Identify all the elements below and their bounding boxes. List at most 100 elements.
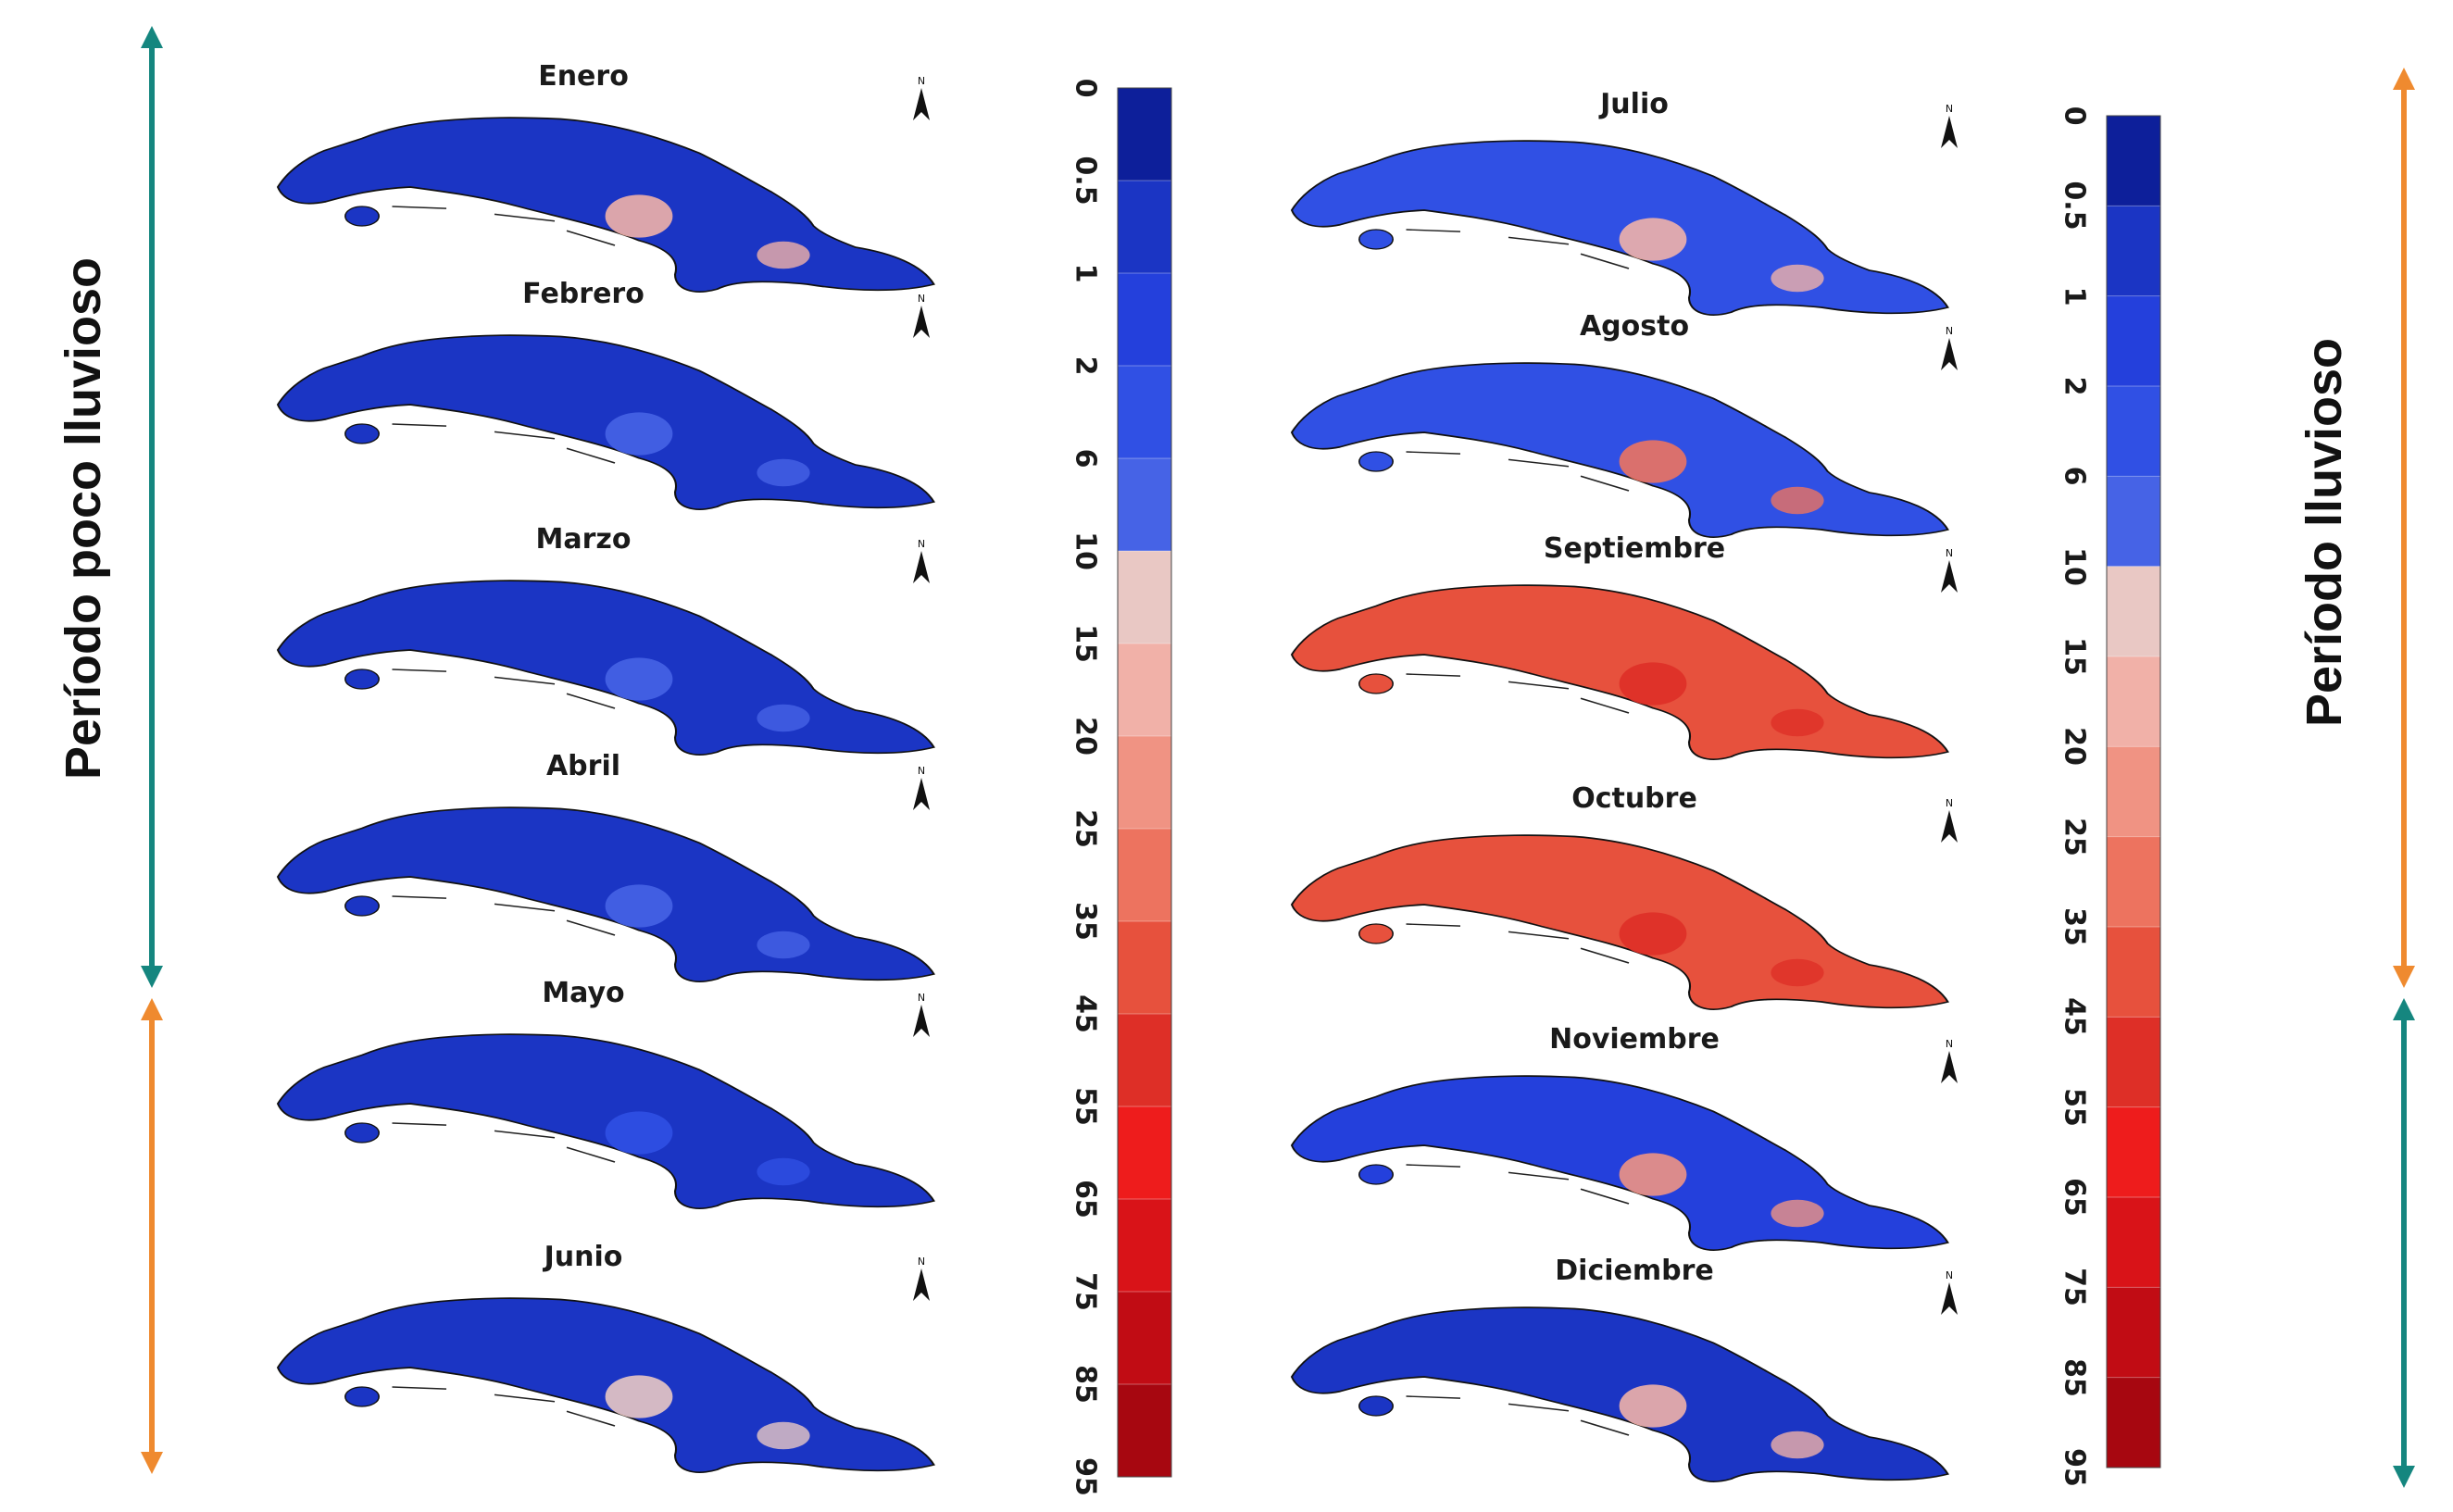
colorbar-segment: [2107, 1017, 2160, 1108]
north-arrow-label: N: [918, 538, 925, 550]
colorbar-tick-label: 65: [1069, 1180, 1102, 1218]
island-noviembre: [1358, 1164, 1394, 1185]
island-octubre: [1358, 923, 1394, 944]
colorbar-segment: [2107, 746, 2160, 838]
colorbar-tick-label: 2: [1069, 356, 1102, 376]
colorbar-segment: [1118, 1014, 1171, 1107]
colorbar-segment: [1118, 921, 1171, 1015]
colorbar-tick-label: 1: [1069, 263, 1102, 283]
north-arrow-shape: [913, 551, 930, 583]
map-mayo: [276, 1033, 935, 1210]
map-fill-octubre: [1290, 834, 1949, 1011]
colorbar-segment: [2107, 295, 2160, 387]
north-arrow-shape: [913, 306, 930, 338]
accent-region-east-enero: [757, 241, 810, 269]
north-arrow-icon: N: [913, 992, 930, 1037]
island-febrero: [344, 423, 380, 444]
keys-mayo: [392, 1122, 616, 1163]
colorbar-segment: [2107, 566, 2160, 657]
map-fill-mayo: [276, 1033, 935, 1210]
colorbar-segment: [2107, 116, 2160, 206]
colorbar-segment: [1118, 736, 1171, 830]
colorbar-segment: [2107, 476, 2160, 568]
colorbar-segment: [1118, 181, 1171, 274]
colorbar-tick-label: 10: [1069, 531, 1102, 570]
colorbar-segment: [2107, 927, 2160, 1018]
colorbar-tick-label: 35: [1069, 902, 1102, 941]
map-fill-septiembre: [1290, 584, 1949, 761]
month-label-mayo: Mayo: [542, 977, 625, 1009]
month-label-junio: Junio: [544, 1241, 623, 1273]
north-arrow-icon: N: [913, 765, 930, 810]
legend-colorbar-right: [2106, 115, 2161, 1468]
north-arrow-label: N: [1946, 103, 1953, 115]
map-fill-agosto: [1290, 362, 1949, 539]
map-fill-enero: [276, 117, 935, 294]
colorbar-tick-label: 75: [2058, 1268, 2091, 1307]
colorbar-segment: [1118, 88, 1171, 181]
map-fill-marzo: [276, 580, 935, 756]
map-fill-noviembre: [1290, 1075, 1949, 1252]
month-label-agosto: Agosto: [1579, 310, 1690, 343]
map-julio: [1290, 140, 1949, 317]
colorbar-tick-label: 0: [1069, 78, 1102, 98]
island-enero: [344, 206, 380, 227]
colorbar-tick-label: 45: [2058, 997, 2091, 1037]
keys-agosto: [1406, 451, 1630, 492]
north-arrow-label: N: [1946, 325, 1953, 337]
island-diciembre: [1358, 1395, 1394, 1417]
colorbar-tick-label: 25: [2058, 817, 2091, 856]
map-fill-abril: [276, 806, 935, 983]
north-arrow-label: N: [1946, 547, 1953, 559]
accent-region-mayo: [605, 1111, 673, 1155]
month-label-enero: Enero: [538, 60, 629, 93]
colorbar-tick-label: 55: [2058, 1087, 2091, 1127]
dry-period-label: Período poco lluvioso: [56, 256, 111, 781]
map-noviembre: [1290, 1075, 1949, 1252]
colorbar-tick-label: 20: [1069, 717, 1102, 756]
north-arrow-icon: N: [913, 75, 930, 120]
colorbar-tick-label: 0.5: [2058, 181, 2091, 231]
keys-noviembre: [1406, 1164, 1630, 1205]
colorbar-tick-label: 1: [2058, 286, 2091, 306]
map-agosto: [1290, 362, 1949, 539]
accent-region-east-junio: [757, 1421, 810, 1450]
north-arrow-icon: N: [913, 538, 930, 583]
map-diciembre: [1290, 1306, 1949, 1483]
colorbar-tick-label: 55: [1069, 1087, 1102, 1126]
colorbar-tick-label: 95: [2058, 1448, 2091, 1487]
wet-period-label: Período lluvioso: [2297, 337, 2352, 728]
colorbar-frame: [1117, 87, 1172, 1478]
maps-left-column: [276, 117, 935, 1474]
colorbar-tick-label: 25: [1069, 809, 1102, 848]
colorbar-tick-label: 45: [1069, 994, 1102, 1033]
north-arrow-label: N: [918, 1256, 925, 1268]
island-julio: [1358, 229, 1394, 250]
keys-abril: [392, 895, 616, 936]
accent-region-julio: [1619, 218, 1687, 261]
keys-marzo: [392, 669, 616, 709]
accent-region-febrero: [605, 412, 673, 456]
colorbar-tick-label: 15: [1069, 624, 1102, 663]
month-label-septiembre: Septiembre: [1543, 532, 1726, 565]
north-arrow-shape: [913, 778, 930, 810]
keys-diciembre: [1406, 1395, 1630, 1436]
accent-region-octubre: [1619, 912, 1687, 956]
north-arrow-icon: N: [913, 1256, 930, 1301]
map-fill-julio: [1290, 140, 1949, 317]
north-arrow-icon: N: [1941, 103, 1958, 148]
colorbar-tick-label: 2: [2058, 376, 2091, 396]
legend-colorbar-left: [1117, 87, 1172, 1478]
colorbar-tick-label: 75: [1069, 1272, 1102, 1311]
colorbar-tick-label: 10: [2058, 546, 2091, 586]
month-label-diciembre: Diciembre: [1555, 1255, 1714, 1287]
colorbar-segment: [1118, 366, 1171, 459]
accent-region-diciembre: [1619, 1384, 1687, 1428]
colorbar-segment: [2107, 1377, 2160, 1468]
map-octubre: [1290, 834, 1949, 1011]
north-arrow-shape: [1941, 810, 1958, 843]
north-arrow-icon: N: [1941, 325, 1958, 370]
north-arrow-label: N: [1946, 797, 1953, 809]
north-arrow-icon: N: [1941, 797, 1958, 843]
accent-region-junio: [605, 1375, 673, 1418]
